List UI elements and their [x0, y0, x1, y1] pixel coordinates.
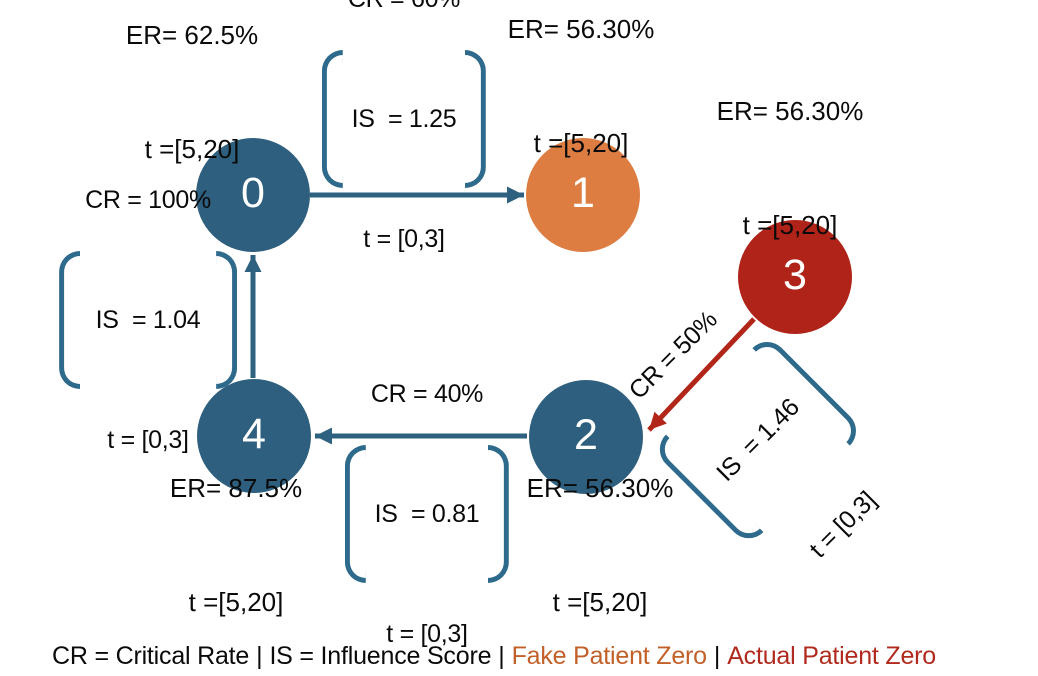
legend-actual-patient-zero: Actual Patient Zero [727, 642, 936, 670]
edge-0-to-1-cr: CR = 60% [348, 0, 461, 19]
right-bracket-icon [488, 445, 510, 583]
node-1-er: ER= 56.30% [507, 14, 655, 44]
node-2: 2 [529, 380, 643, 494]
node-4-time: t =[5,20] [188, 587, 284, 617]
left-bracket-icon [59, 251, 81, 389]
node-0-id: 0 [241, 168, 265, 217]
node-3-time: t =[5,20] [742, 210, 838, 240]
edge-2-to-4-time: t = [0,3] [386, 620, 468, 648]
node-1-id: 1 [571, 168, 595, 217]
edge-4-to-0-cr: CR = 100% [85, 186, 211, 214]
legend-separator: | [498, 642, 505, 670]
node-4-stats: ER= 87.5% t =[5,20] [170, 393, 302, 676]
legend-fake-patient-zero: Fake Patient Zero [511, 642, 708, 670]
node-4: 4 [197, 379, 311, 493]
right-bracket-icon [465, 50, 487, 188]
edge-0-to-1-label: CR = 60% IS = 1.25 t = [0,3] [321, 0, 487, 339]
edge-0-to-1-time: t = [0,3] [363, 225, 445, 253]
edge-3-to-2-cr: CR = 50% [623, 305, 723, 405]
edge-3-to-2-infection [647, 317, 756, 432]
right-bracket-icon [215, 251, 237, 389]
edge-2-to-4-label: CR = 40% IS = 0.81 t = [0,3] [344, 294, 510, 676]
node-3-stats: ER= 56.30% t =[5,20] [717, 16, 864, 320]
node-0-time: t =[5,20] [144, 134, 240, 164]
edge-0-to-1-is: IS = 1.25 [351, 105, 457, 133]
node-1-time: t =[5,20] [533, 128, 629, 158]
node-4-er: ER= 87.5% [169, 473, 303, 503]
legend: CR = Critical Rate | IS = Influence Score |… [25, 613, 936, 676]
left-bracket-icon [344, 445, 366, 583]
edge-4-to-0-is: IS = 1.04 [95, 306, 201, 334]
node-2-time: t =[5,20] [552, 587, 648, 617]
legend-separator: | [256, 642, 263, 670]
left-bracket-icon [321, 50, 343, 188]
node-2-id: 2 [574, 410, 598, 459]
edge-4-to-0-label: CR = 100% IS = 1.04 t = [0,3] [59, 100, 237, 540]
node-3-id: 3 [783, 250, 807, 299]
node-2-er: ER= 56.30% [526, 473, 674, 503]
legend-separator: | [713, 642, 721, 670]
edge-2-to-4-cr: CR = 40% [370, 380, 484, 408]
node-0-er: ER= 62.5% [125, 20, 259, 50]
legend-is-definition: IS = Influence Score [269, 642, 492, 670]
node-4-id: 4 [242, 409, 266, 458]
edge-3-to-2-is: IS = 1.46 [711, 393, 805, 487]
legend-cr-definition: CR = Critical Rate [51, 642, 250, 670]
node-1-fake-patient-zero: 1 [526, 138, 640, 252]
edge-2-to-4-is: IS = 0.81 [374, 500, 480, 528]
node-1-stats: ER= 56.30% t =[5,20] [508, 0, 655, 238]
edge-4-to-0-time: t = [0,3] [107, 426, 189, 454]
node-3-er: ER= 56.30% [716, 96, 864, 126]
node-2-stats: ER= 56.30% t =[5,20] [527, 393, 674, 676]
node-0-stats: ER= 62.5% t =[5,20] [126, 0, 258, 244]
edge-3-to-2-time: t = [0,3] [804, 486, 882, 564]
node-0: 0 [196, 138, 310, 252]
node-3-actual-patient-zero: 3 [738, 220, 852, 334]
